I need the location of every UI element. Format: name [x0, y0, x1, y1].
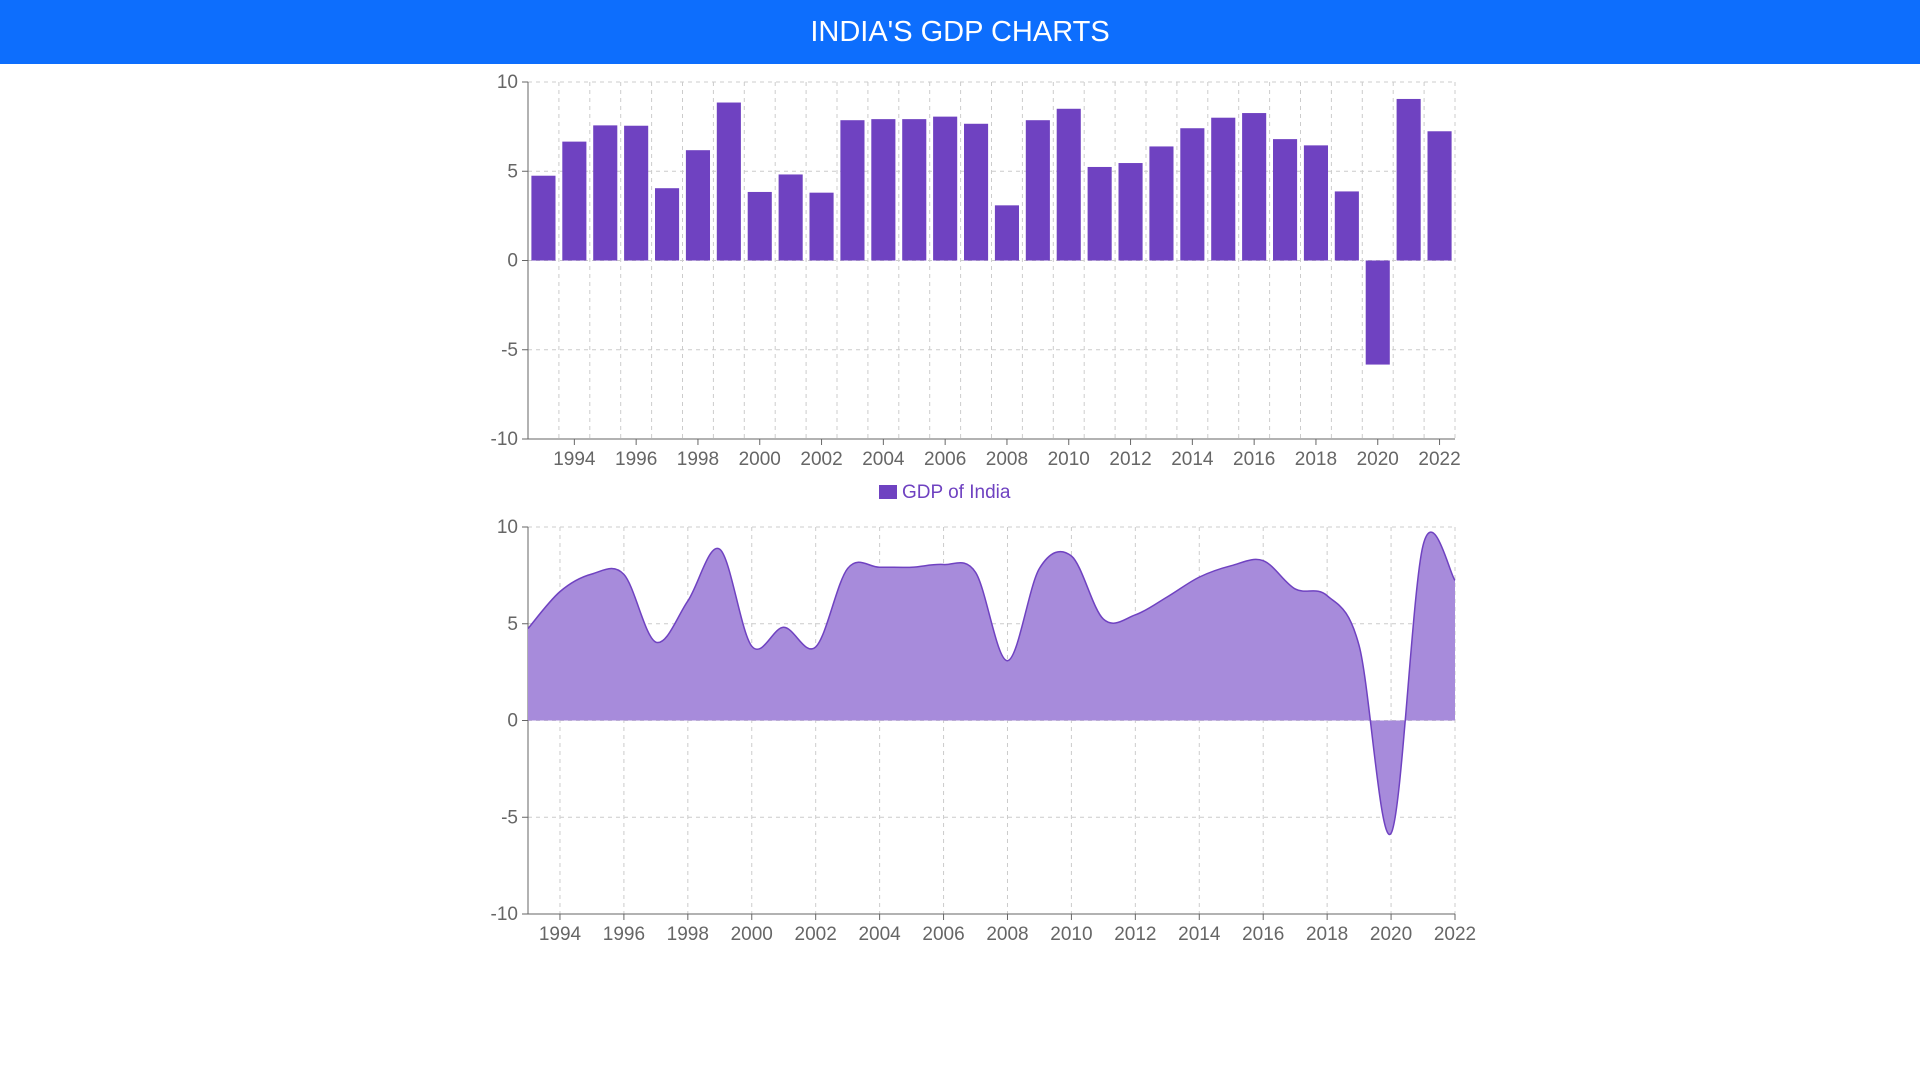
x-tick-label: 2000 [731, 924, 773, 945]
legend-label: GDP of India [902, 482, 1011, 503]
page-header: INDIA'S GDP CHARTS [0, 0, 1920, 64]
area-fill [528, 532, 1455, 835]
area-line [527, 531, 1456, 836]
bar[interactable] [1087, 166, 1112, 261]
x-tick-label: 2000 [739, 449, 781, 470]
x-tick-label: 2010 [1050, 924, 1092, 945]
x-tick-label: 2010 [1048, 449, 1090, 470]
x-tick-label: 2006 [924, 449, 966, 470]
y-tick-label: 5 [507, 161, 518, 182]
x-tick-label: 2006 [922, 924, 964, 945]
x-tick-label: 2002 [795, 924, 837, 945]
bar[interactable] [902, 119, 927, 261]
x-tick-label: 1994 [553, 449, 596, 470]
x-tick-label: 1998 [677, 449, 719, 470]
bar[interactable] [1149, 146, 1174, 261]
x-tick-label: 2008 [986, 449, 1028, 470]
legend-swatch [879, 485, 897, 499]
bar[interactable] [1242, 113, 1267, 261]
x-tick-label: 1998 [667, 924, 709, 945]
x-tick-label: 2012 [1109, 449, 1151, 470]
bar[interactable] [933, 116, 958, 261]
bar[interactable] [1303, 145, 1329, 261]
y-tick-label: 0 [507, 251, 518, 272]
x-tick-label: 2020 [1370, 924, 1412, 945]
x-tick-label: 2002 [800, 449, 842, 470]
x-tick-label: 2022 [1434, 924, 1476, 945]
bar[interactable] [1427, 131, 1452, 261]
x-tick-label: 2014 [1178, 924, 1221, 945]
bar[interactable] [1180, 128, 1205, 261]
bar[interactable] [840, 120, 865, 261]
bar[interactable] [778, 174, 803, 261]
x-tick-label: 2004 [858, 924, 901, 945]
y-tick-label: -5 [501, 807, 518, 828]
bar[interactable] [1025, 120, 1050, 261]
bar[interactable] [562, 141, 587, 261]
bar[interactable] [1272, 139, 1298, 261]
bar-chart: 10 5 0 -5 -10 1994 1996 1998 2000 2002 2004 2006 200… [491, 72, 1461, 470]
x-tick-label: 2016 [1233, 449, 1275, 470]
legend[interactable]: GDP of India [879, 482, 1011, 503]
bar[interactable] [531, 175, 556, 261]
x-tick-label: 2004 [862, 449, 905, 470]
bar[interactable] [747, 191, 772, 261]
bar[interactable] [1211, 117, 1236, 261]
bar[interactable] [963, 123, 989, 261]
bar[interactable] [654, 188, 680, 261]
bar[interactable] [1396, 98, 1421, 261]
x-tick-label: 2018 [1295, 449, 1337, 470]
bar[interactable] [1334, 191, 1359, 261]
bar[interactable] [994, 205, 1020, 261]
x-tick-label: 2022 [1418, 449, 1460, 470]
bar[interactable] [685, 150, 711, 261]
bar[interactable] [593, 125, 618, 261]
bar[interactable] [716, 102, 741, 261]
x-tick-label: 2018 [1306, 924, 1348, 945]
y-tick-label: -10 [491, 429, 518, 450]
y-tick-label: 10 [497, 72, 518, 93]
x-tick-label: 2012 [1114, 924, 1156, 945]
area-chart: 10 5 0 -5 -10 1994 1996 1998 2000 2002 2004 2006 200… [491, 517, 1477, 945]
x-tick-label: 2014 [1171, 449, 1214, 470]
x-tick-label: 2020 [1357, 449, 1399, 470]
y-tick-label: 5 [507, 614, 518, 635]
x-tick-label: 2008 [986, 924, 1028, 945]
x-tick-label: 2016 [1242, 924, 1284, 945]
x-tick-label: 1994 [539, 924, 582, 945]
y-tick-label: -10 [491, 904, 518, 925]
y-tick-label: -5 [501, 340, 518, 361]
bar[interactable] [1365, 260, 1390, 365]
bar[interactable] [871, 119, 896, 261]
y-tick-label: 0 [507, 711, 518, 732]
bar[interactable] [1118, 163, 1143, 261]
y-tick-label: 10 [497, 517, 518, 538]
bar[interactable] [624, 125, 649, 261]
x-tick-label: 1996 [603, 924, 645, 945]
page-title: INDIA'S GDP CHARTS [810, 15, 1110, 48]
x-tick-label: 1996 [615, 449, 657, 470]
bar[interactable] [809, 192, 834, 261]
bar[interactable] [1056, 108, 1081, 261]
